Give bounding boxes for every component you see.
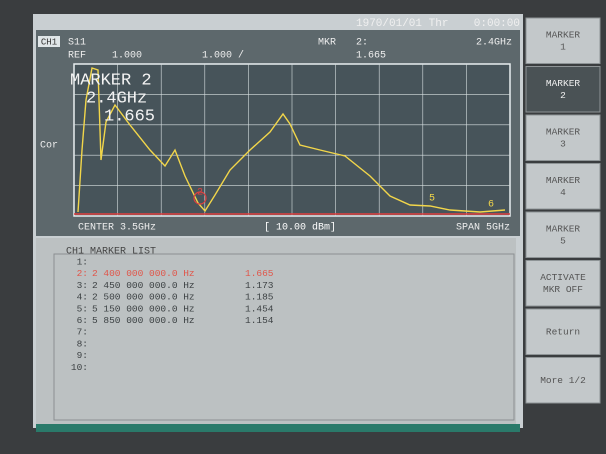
center: CENTER 3.5GHz	[78, 223, 156, 234]
row-index: 1:	[77, 257, 88, 268]
channel: CH1	[41, 37, 57, 47]
trace-marker: 6	[488, 200, 494, 211]
row-value: 1.154	[245, 315, 274, 326]
softkey-label: 1	[560, 41, 566, 52]
time: 0:00:00	[474, 18, 520, 30]
row-index: 2:	[77, 268, 88, 279]
row-index: 3:	[77, 280, 88, 291]
softkey[interactable]	[525, 163, 601, 210]
row-value: 1.185	[245, 292, 274, 303]
softkey[interactable]	[525, 17, 601, 64]
ref-label: REF	[68, 51, 86, 62]
softkey[interactable]	[525, 114, 601, 161]
scale: 1.000 /	[202, 50, 244, 62]
ref-value: 1.000	[112, 51, 142, 62]
row-index: 5:	[77, 303, 88, 314]
readout-value: 1.665	[104, 107, 155, 126]
softkey-label: 5	[560, 235, 566, 246]
row-index: 10:	[71, 362, 88, 373]
row-freq: 5 150 000 000.0 Hz	[92, 303, 195, 314]
row-freq: 2 400 000 000.0 Hz	[92, 268, 195, 279]
status-bar	[36, 424, 520, 432]
trace	[77, 67, 506, 213]
softkey-label: MKR OFF	[543, 284, 583, 295]
row-index: 7:	[77, 327, 88, 338]
trace-marker: 5	[429, 194, 435, 205]
softkey-label: Return	[546, 326, 580, 337]
softkey-label: 2	[560, 90, 566, 101]
power: [ 10.00 dBm]	[264, 222, 336, 234]
marker-freq: 2.4GHz	[476, 38, 512, 49]
date: 1970/01/01 Thr	[356, 18, 448, 30]
trace-marker: 2	[197, 188, 203, 199]
softkey-label: MARKER	[546, 126, 581, 137]
softkey-label: 3	[560, 138, 566, 149]
marker-label: MKR	[318, 38, 336, 49]
row-index: 8:	[77, 338, 88, 349]
readout-freq: 2.4GHz	[86, 89, 147, 108]
span: SPAN 5GHz	[456, 223, 510, 234]
channel-badge	[38, 36, 60, 47]
softkey[interactable]	[525, 260, 601, 307]
list-frame	[53, 253, 515, 421]
row-freq: 2 500 000 000.0 Hz	[92, 292, 195, 303]
softkey-label: MARKER	[546, 29, 581, 40]
row-value: 1.173	[245, 280, 274, 291]
row-value: 1.665	[245, 268, 274, 279]
softkey-label: MARKER	[546, 78, 581, 89]
softkey-label: More 1/2	[540, 375, 586, 386]
row-index: 4:	[77, 292, 88, 303]
marker-value: 1.665	[356, 51, 386, 62]
list-title: CH1 MARKER LIST	[66, 247, 156, 258]
list-panel	[36, 238, 516, 424]
row-freq: 5 850 000 000.0 Hz	[92, 315, 195, 326]
softkey-label: MARKER	[546, 175, 581, 186]
softkey[interactable]	[525, 66, 601, 113]
parameter: S11	[68, 38, 86, 49]
softkey-label: ACTIVATE	[540, 272, 586, 283]
softkey[interactable]	[525, 308, 601, 355]
readout-title: MARKER 2	[70, 71, 152, 90]
row-freq: 2 450 000 000.0 Hz	[92, 280, 195, 291]
row-value: 1.454	[245, 303, 274, 314]
softkey-label: 4	[560, 187, 566, 198]
grid	[74, 64, 510, 216]
side-label: Cor	[40, 141, 58, 152]
row-index: 9:	[77, 350, 88, 361]
softkey[interactable]	[525, 211, 601, 258]
active-marker	[193, 191, 207, 205]
softkey-label: MARKER	[546, 223, 581, 234]
row-index: 6:	[77, 315, 88, 326]
softkey[interactable]	[525, 357, 601, 404]
marker-number: 2:	[356, 38, 368, 49]
